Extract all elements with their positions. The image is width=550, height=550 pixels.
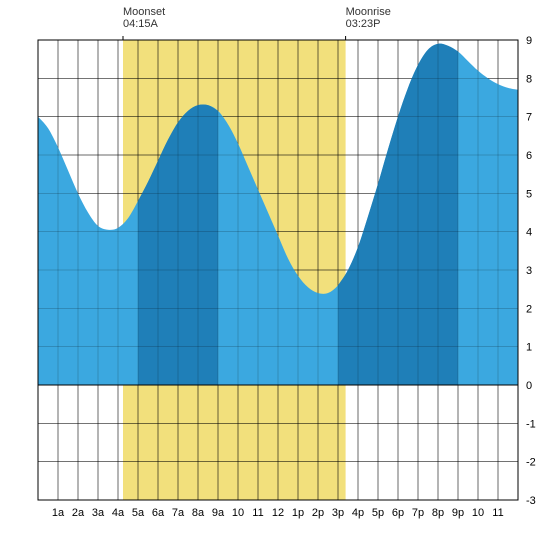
y-tick-label: 3	[526, 265, 532, 277]
y-tick-label: 9	[526, 35, 532, 47]
x-tick-label: 4a	[112, 507, 125, 519]
annotation-time: 04:15A	[123, 18, 165, 30]
annotation-label: Moonset	[123, 6, 165, 18]
x-tick-label: 9p	[452, 507, 464, 519]
y-tick-label: -1	[526, 418, 536, 430]
moonrise-annotation: Moonrise03:23P	[346, 6, 391, 30]
x-tick-label: 9a	[212, 507, 225, 519]
x-tick-label: 11	[492, 507, 503, 519]
x-tick-label: 3p	[332, 507, 344, 519]
annotation-time: 03:23P	[346, 18, 391, 30]
x-tick-label: 6a	[152, 507, 165, 519]
y-tick-label: -2	[526, 457, 536, 469]
y-tick-label: 4	[526, 227, 532, 239]
moonset-annotation: Moonset04:15A	[123, 6, 165, 30]
x-tick-label: 12	[272, 507, 284, 519]
x-tick-label: 10	[232, 507, 244, 519]
x-tick-label: 4p	[352, 507, 364, 519]
y-tick-label: 5	[526, 188, 532, 200]
x-tick-label: 2a	[72, 507, 85, 519]
x-tick-label: 1p	[292, 507, 304, 519]
y-tick-label: 6	[526, 150, 532, 162]
x-tick-label: 11	[252, 507, 263, 519]
x-tick-label: 10	[472, 507, 484, 519]
annotation-label: Moonrise	[346, 6, 391, 18]
y-tick-label: 8	[526, 73, 532, 85]
x-tick-label: 6p	[392, 507, 404, 519]
y-tick-label: 7	[526, 112, 532, 124]
x-tick-label: 7p	[412, 507, 424, 519]
x-tick-label: 5a	[132, 507, 145, 519]
y-tick-label: 0	[526, 380, 532, 392]
tide-chart: 1a2a3a4a5a6a7a8a9a1011121p2p3p4p5p6p7p8p…	[0, 0, 550, 550]
x-tick-label: 2p	[312, 507, 324, 519]
x-tick-label: 8p	[432, 507, 444, 519]
y-tick-label: -3	[526, 495, 536, 507]
x-tick-label: 7a	[172, 507, 185, 519]
y-tick-label: 2	[526, 303, 532, 315]
x-tick-label: 5p	[372, 507, 384, 519]
x-tick-label: 3a	[92, 507, 105, 519]
chart-svg: 1a2a3a4a5a6a7a8a9a1011121p2p3p4p5p6p7p8p…	[0, 0, 550, 550]
x-tick-label: 8a	[192, 507, 205, 519]
y-tick-label: 1	[526, 342, 532, 354]
x-tick-label: 1a	[52, 507, 65, 519]
